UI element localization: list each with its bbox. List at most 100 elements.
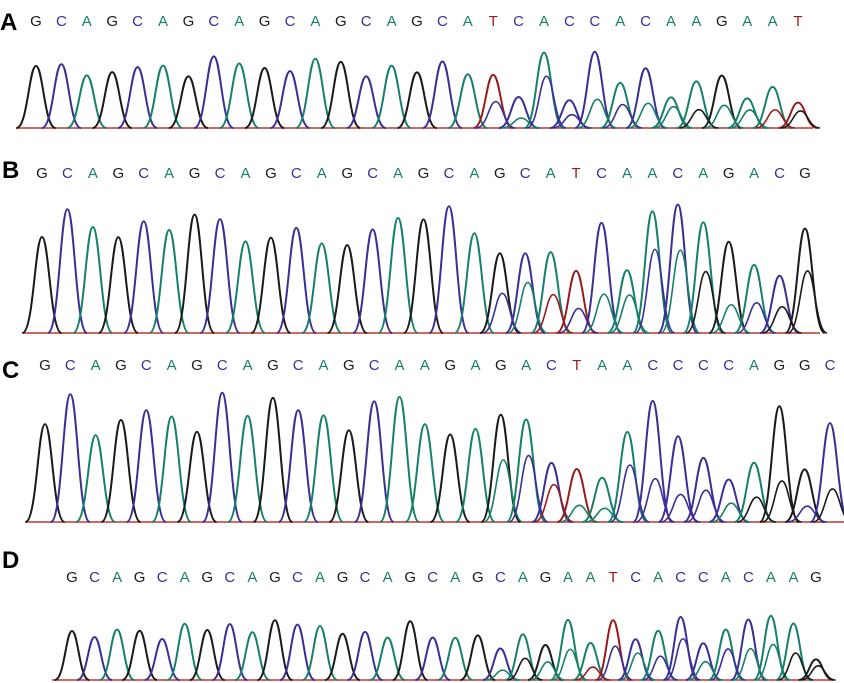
peak — [660, 249, 701, 334]
peak — [812, 488, 844, 523]
peak — [234, 631, 271, 681]
base-letter: A — [234, 13, 244, 30]
base-letter: C — [367, 165, 378, 182]
peak — [556, 467, 597, 523]
base-letter: G — [134, 569, 146, 586]
base-letter: A — [698, 165, 708, 182]
peak — [708, 478, 749, 523]
peak — [100, 419, 142, 523]
peak — [352, 228, 394, 334]
base-letter: A — [91, 357, 101, 374]
base-letter: G — [183, 13, 195, 30]
base-letter: A — [112, 569, 122, 586]
peak — [346, 75, 387, 129]
peak — [277, 409, 319, 523]
peak — [193, 55, 234, 129]
base-letter: A — [788, 569, 798, 586]
peak — [732, 647, 769, 681]
peak — [653, 105, 694, 129]
peak — [657, 203, 699, 334]
base-letter: A — [317, 165, 327, 182]
base-letter: C — [672, 165, 683, 182]
peak — [631, 210, 673, 334]
base-letter: G — [191, 357, 203, 374]
peak — [201, 391, 243, 523]
base-letter: C — [427, 569, 438, 586]
peak — [455, 427, 496, 523]
base-letter: G — [269, 569, 281, 586]
peak — [97, 236, 139, 334]
peak — [574, 50, 615, 129]
peak — [620, 652, 656, 681]
peak — [437, 636, 474, 681]
panel-label: D — [2, 547, 19, 574]
base-letter: G — [774, 357, 786, 374]
peak — [755, 643, 791, 681]
base-letter: G — [341, 165, 353, 182]
base-letter: A — [310, 13, 320, 30]
peak — [507, 281, 548, 334]
peak — [72, 226, 114, 334]
panel: DG C A G C A G C A G C A G C A G C A G C A G A A T C A C C A C A A G — [2, 547, 836, 681]
peak — [250, 236, 292, 334]
base-letter: G — [265, 165, 277, 182]
peak — [701, 74, 742, 129]
peak — [41, 63, 82, 129]
base-letter: A — [721, 569, 731, 586]
peak — [24, 423, 66, 523]
base-letter: G — [540, 569, 552, 586]
peak — [211, 623, 248, 681]
base-letter: T — [609, 569, 618, 586]
peak — [584, 293, 624, 334]
peak — [353, 400, 395, 523]
peak — [428, 205, 470, 334]
base-letter: C — [675, 569, 686, 586]
peak — [46, 208, 88, 334]
peak — [730, 109, 770, 129]
base-letter: C — [596, 165, 607, 182]
panel-label: A — [0, 9, 17, 36]
peak — [577, 98, 618, 129]
base-letter: C — [369, 357, 380, 374]
base-letter: C — [698, 569, 709, 586]
peak — [151, 415, 193, 523]
peak — [685, 270, 726, 334]
base-letter: A — [243, 357, 253, 374]
peak — [552, 648, 588, 681]
base-letter: C — [774, 165, 785, 182]
peak — [483, 459, 524, 523]
base-letter: G — [201, 569, 213, 586]
base-letter: C — [157, 569, 168, 586]
peak — [711, 303, 752, 334]
peak — [501, 117, 541, 129]
base-letter: C — [673, 357, 684, 374]
base-letter: A — [158, 13, 168, 30]
peak — [404, 423, 446, 523]
peak — [279, 623, 316, 681]
base-letter: G — [36, 165, 48, 182]
peak — [585, 507, 625, 523]
base-letter: G — [472, 569, 484, 586]
panel-label: B — [2, 157, 19, 184]
peak — [392, 620, 429, 681]
base-letter: C — [141, 357, 152, 374]
base-letter: G — [444, 357, 456, 374]
base-letter: C — [89, 569, 100, 586]
peak — [736, 302, 777, 334]
base-letter: A — [82, 13, 92, 30]
peak — [148, 228, 190, 334]
peak — [787, 270, 828, 334]
base-letter: C — [56, 13, 67, 30]
peak — [76, 635, 113, 681]
base-letter: G — [39, 357, 51, 374]
base-letter: G — [495, 357, 507, 374]
base-letter: C — [138, 165, 149, 182]
base-letter: A — [393, 165, 403, 182]
base-letter: A — [167, 357, 177, 374]
peak — [610, 464, 650, 523]
peak — [252, 396, 294, 523]
peak — [244, 66, 285, 129]
